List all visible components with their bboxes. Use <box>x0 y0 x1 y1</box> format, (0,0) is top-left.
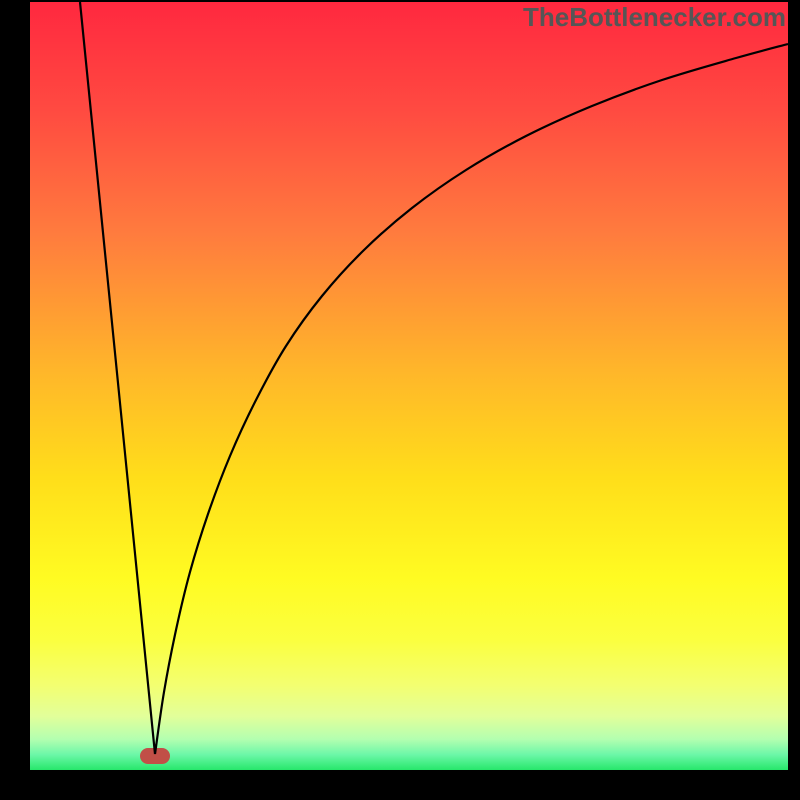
plot-area <box>30 2 788 770</box>
bottleneck-curve <box>80 2 788 754</box>
watermark-text: TheBottlenecker.com <box>523 2 786 33</box>
chart-frame: TheBottlenecker.com <box>0 0 800 800</box>
curve-overlay <box>30 2 788 770</box>
